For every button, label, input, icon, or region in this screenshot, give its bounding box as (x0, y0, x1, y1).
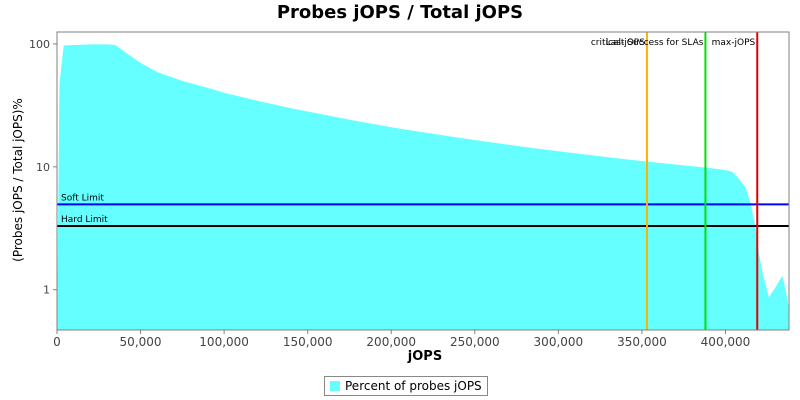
legend-label: Percent of probes jOPS (345, 379, 482, 393)
x-tick-label: 300,000 (534, 335, 584, 349)
x-tick-label: 400,000 (701, 335, 751, 349)
x-tick-label: 0 (53, 335, 61, 349)
y-tick-label: 1 (43, 284, 50, 297)
legend-swatch-icon (330, 381, 340, 391)
x-tick-label: 200,000 (366, 335, 416, 349)
reference-line-label: Hard Limit (61, 215, 108, 225)
reference-line-label: Soft Limit (61, 193, 104, 203)
legend: Percent of probes jOPS (324, 376, 488, 396)
reference-line-label: critical-jOPS (591, 38, 645, 48)
chart-title: Probes jOPS / Total jOPS (276, 2, 524, 23)
plot-border (56, 31, 790, 331)
reference-line-label: Last Success for SLAs (606, 38, 704, 48)
x-tick-label: 350,000 (617, 335, 667, 349)
y-tick-label: 10 (36, 161, 50, 174)
x-tick-label: 250,000 (450, 335, 500, 349)
x-axis-label: jOPS (407, 349, 443, 364)
series-area (57, 44, 789, 331)
x-tick-label: 100,000 (199, 335, 249, 349)
x-tick-label: 50,000 (120, 335, 162, 349)
reference-line-label: max-jOPS (712, 38, 756, 48)
x-tick-label: 150,000 (283, 335, 333, 349)
y-tick-label: 100 (29, 38, 50, 51)
